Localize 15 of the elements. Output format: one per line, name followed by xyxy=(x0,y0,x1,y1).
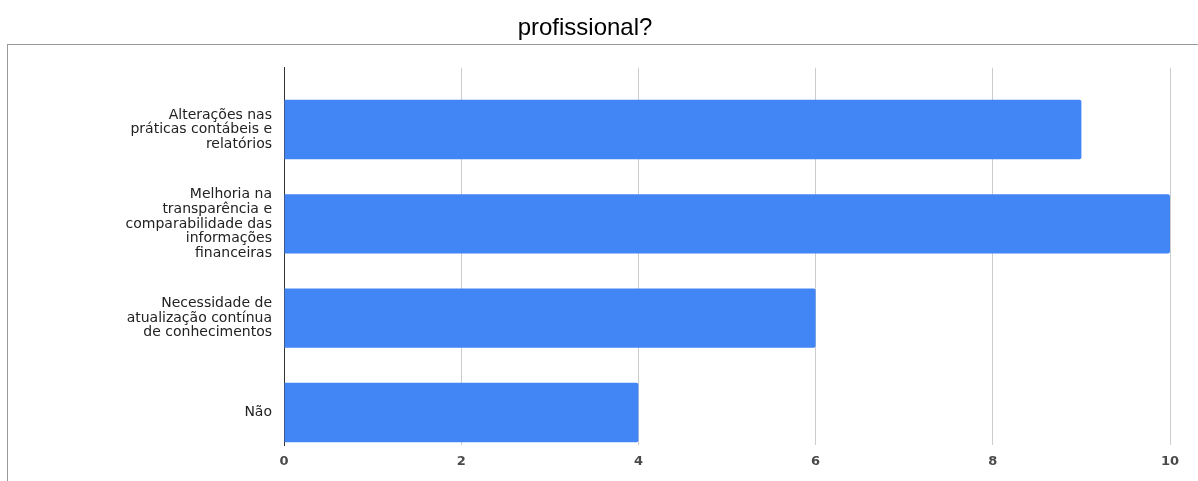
bar xyxy=(284,288,816,348)
x-tick-label: 8 xyxy=(988,453,998,469)
x-tick-label: 2 xyxy=(456,453,466,469)
x-tick-label: 6 xyxy=(811,453,821,469)
bar xyxy=(284,99,1082,160)
bar xyxy=(284,382,639,443)
bar xyxy=(284,194,1170,254)
y-tick-label: Alterações nas práticas contábeis e relatórios xyxy=(130,105,272,151)
y-tick-label: Não xyxy=(244,403,272,420)
x-tick-label: 10 xyxy=(1160,453,1180,469)
y-tick-label: Necessidade de atualização contínua de conhecimentos xyxy=(126,294,272,340)
x-tick-label: 0 xyxy=(279,453,289,469)
x-tick-label: 4 xyxy=(633,453,643,469)
chart-title: profissional? xyxy=(517,13,653,41)
y-tick-label: Melhoria na transparência e comparabilidade das informações financeiras xyxy=(125,185,272,260)
